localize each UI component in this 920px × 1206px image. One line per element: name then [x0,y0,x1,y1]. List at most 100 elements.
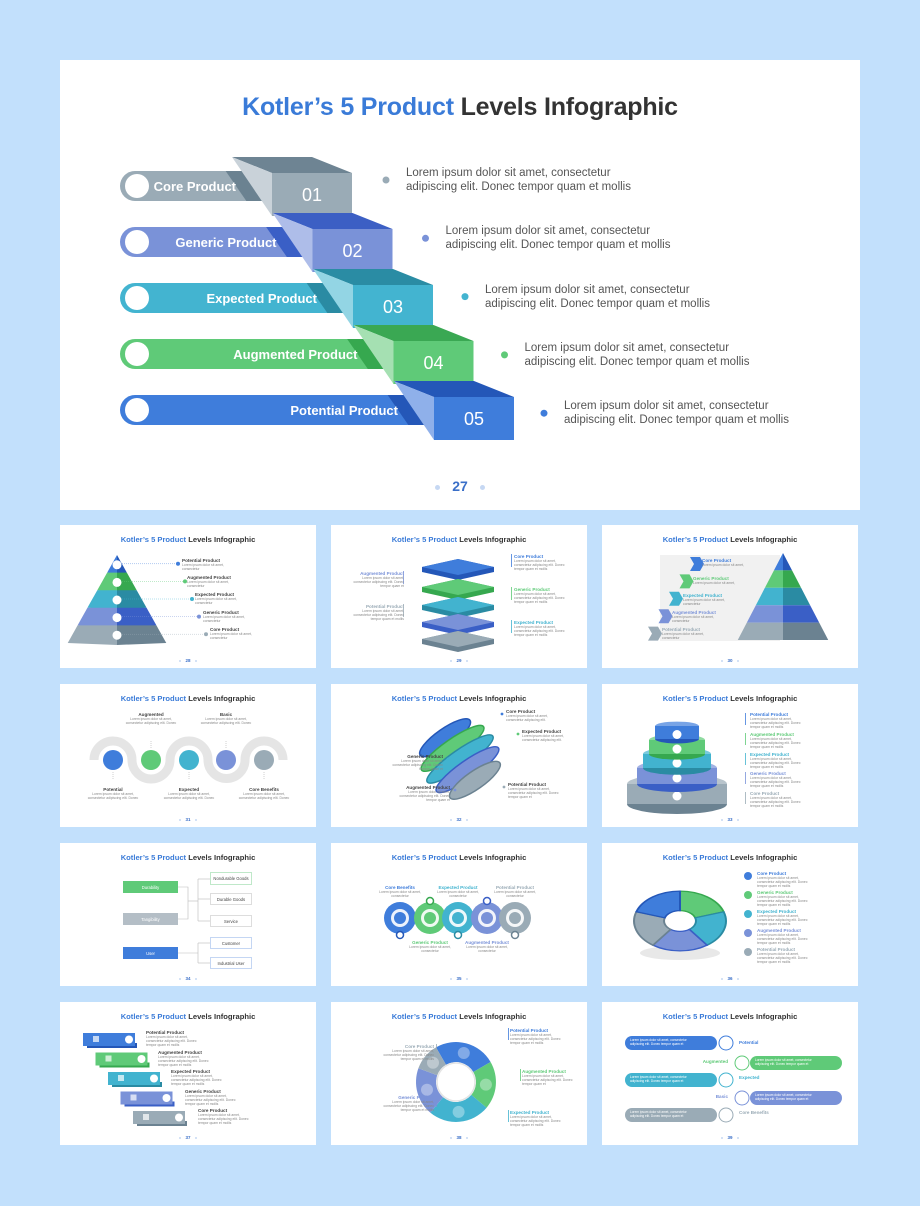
pin-ring [510,930,520,940]
page-dot-right [736,1136,739,1139]
page-dot-left [435,484,441,490]
title-rest: Levels Infographic [457,853,527,862]
step-circle [254,750,274,770]
slide-thumbnail[interactable]: Kotler’s 5 Product Levels Infographic Pot… [602,1002,858,1145]
label-text: Lorem ipsum dolor sit amet, consectetur … [514,625,565,638]
ribbon-chevron [690,557,704,571]
slide-thumbnail[interactable]: Kotler’s 5 Product Levels Infographic Aug… [331,525,587,668]
connector-dot [190,597,194,601]
thumbnail-label: Expected Product Lorem ipsum dolor sit am… [757,909,817,927]
thumbnail-label: Basic Lorem ipsum dolor sit amet, consect… [196,712,256,725]
label-text: Lorem ipsum dolor sit amet, consectetur … [522,734,564,743]
thumbnail-graphic [67,555,208,645]
label-title: Core Product [404,1044,434,1049]
label-bar [436,1095,437,1107]
page-number: 29 [331,658,587,663]
pyramid-layer [755,587,783,606]
staircase-infographic: Core Product 01 Generic Product 02 Expected … [120,157,548,440]
thumbnail-label: Generic Product Lorem ipsum dolor sit ame… [750,771,810,789]
slide-thumbnail[interactable]: Kotler’s 5 Product Levels Infographic Cor… [331,684,587,827]
pyramid-layer-shade [783,553,793,571]
page-number-text: 27 [452,478,468,494]
label-title: Core Product [210,627,240,632]
pyramid-layer [773,553,783,571]
level-label: Core Product [154,179,237,194]
ribbon-chevron [658,609,673,624]
ribbon-circle [175,1113,183,1122]
thumbnail-label: Generic Product Lorem ipsum dolor sit ame… [400,940,460,953]
sphere-band [448,760,502,800]
label-title: Generic Product [412,940,448,945]
page-dot-left [721,818,724,821]
thumbnail-label: Expected Product Lorem ipsum dolor sit am… [428,885,488,898]
slide-thumbnail[interactable]: Kotler’s 5 Product Levels Infographic Aug… [60,684,316,827]
thumbnail-label: Expected Product Lorem ipsum dolor sit am… [171,1069,231,1087]
slide-thumbnail[interactable]: Kotler’s 5 Product Levels Infographic Cor… [331,1002,587,1145]
ribbon-circle [150,1074,158,1083]
connector-dot [502,785,506,789]
thumbnail-label: Expected Lorem ipsum dolor sit amet, cons… [159,787,219,800]
page-number: 35 [331,976,587,981]
label-title: Generic Product [185,1089,221,1094]
connector-dot [204,632,208,637]
label-title: Potential Product [757,947,796,952]
pyramid-layer-shade [783,570,802,588]
label-text: Lorem ipsum dolor sit amet, consectetur … [750,796,801,809]
thumbnail-label: Core Product Lorem ipsum dolor sit amet, … [210,627,270,640]
level-pill [120,227,303,257]
connector-dot [500,712,504,716]
slide-thumbnail[interactable]: Kotler’s 5 Product Levels Infographic Pot… [60,1002,316,1145]
title-rest: Levels Infographic [457,694,527,703]
label-text: Lorem ipsum dolor sit amet, consectetur … [514,559,565,572]
slide-thumbnail[interactable]: Kotler’s 5 Product Levels Infographic Dur… [60,843,316,986]
pill-shadow [306,283,344,313]
step-side-face [353,325,394,384]
step-level: Expected Product 03 [120,269,433,328]
main-slide-preview[interactable]: Kotler’s 5 Product Levels Infographic Co… [60,60,860,510]
label-bar [745,713,746,725]
label-title: Expected Product [195,592,235,597]
label-title: Potential Product [662,627,701,632]
label-title: Potential Product [495,885,535,890]
slide-thumbnail[interactable]: Kotler’s 5 Product Levels Infographic Cor… [602,843,858,986]
ribbon-icon [130,1094,137,1101]
thumbnail-graphic [178,878,210,964]
label-title: Generic Product [407,754,443,759]
label-title: Augmented Product [187,575,231,580]
text-pill [625,1073,717,1087]
title-highlight: Kotler’s 5 Product [242,93,454,121]
page-number: 30 [602,658,858,663]
connector-dot [176,561,180,566]
level-description: Lorem ipsum dolor sit amet, consectetur a… [485,283,710,311]
label-text: Lorem ipsum dolor sit amet, consectetur … [757,933,808,946]
slide-thumbnail[interactable]: Kotler’s 5 Product Levels Infographic Pot… [602,684,858,827]
page-dot-left [179,659,182,662]
thumbnail-label: Potential Lorem ipsum dolor sit amet, con… [83,787,143,800]
slide-thumbnail[interactable]: Kotler’s 5 Product Levels Infographic Cor… [602,525,858,668]
label-title: Augmented Product [750,732,794,737]
sphere [418,718,502,800]
step-side-face [394,381,434,440]
tree-box: Nondurable Goods [210,872,252,885]
page-number: 27 [60,478,860,494]
pill-shadow [266,227,303,257]
level-number: 03 [383,297,403,317]
page-dot-left [450,818,453,821]
title-highlight: Kotler’s 5 Product [391,1012,458,1021]
layer-number-circle [112,577,122,587]
page-number: 28 [60,658,316,663]
ring-segment [633,910,672,947]
label-title: Potential Product [508,782,547,787]
level-description: Lorem ipsum dolor sit amet, consectetur a… [406,166,631,194]
pyramid-layer [107,555,117,575]
label-text: Lorem ipsum dolor sit amet, consectetur [683,598,725,607]
title-rest: Levels Infographic [728,535,798,544]
thumbnail-graphic [384,896,531,940]
level-label: Potential Product [290,403,398,418]
thumbnail-label: Generic Product Lorem ipsum dolor sit ame… [203,610,263,623]
text-pill [625,1108,717,1122]
label-title: Core Product [198,1108,228,1113]
page-dot-left [179,1136,182,1139]
slide-thumbnail[interactable]: Kotler’s 5 Product Levels Infographic Cor… [331,843,587,986]
slide-thumbnail[interactable]: Kotler’s 5 Product Levels Infographic Pot… [60,525,316,668]
